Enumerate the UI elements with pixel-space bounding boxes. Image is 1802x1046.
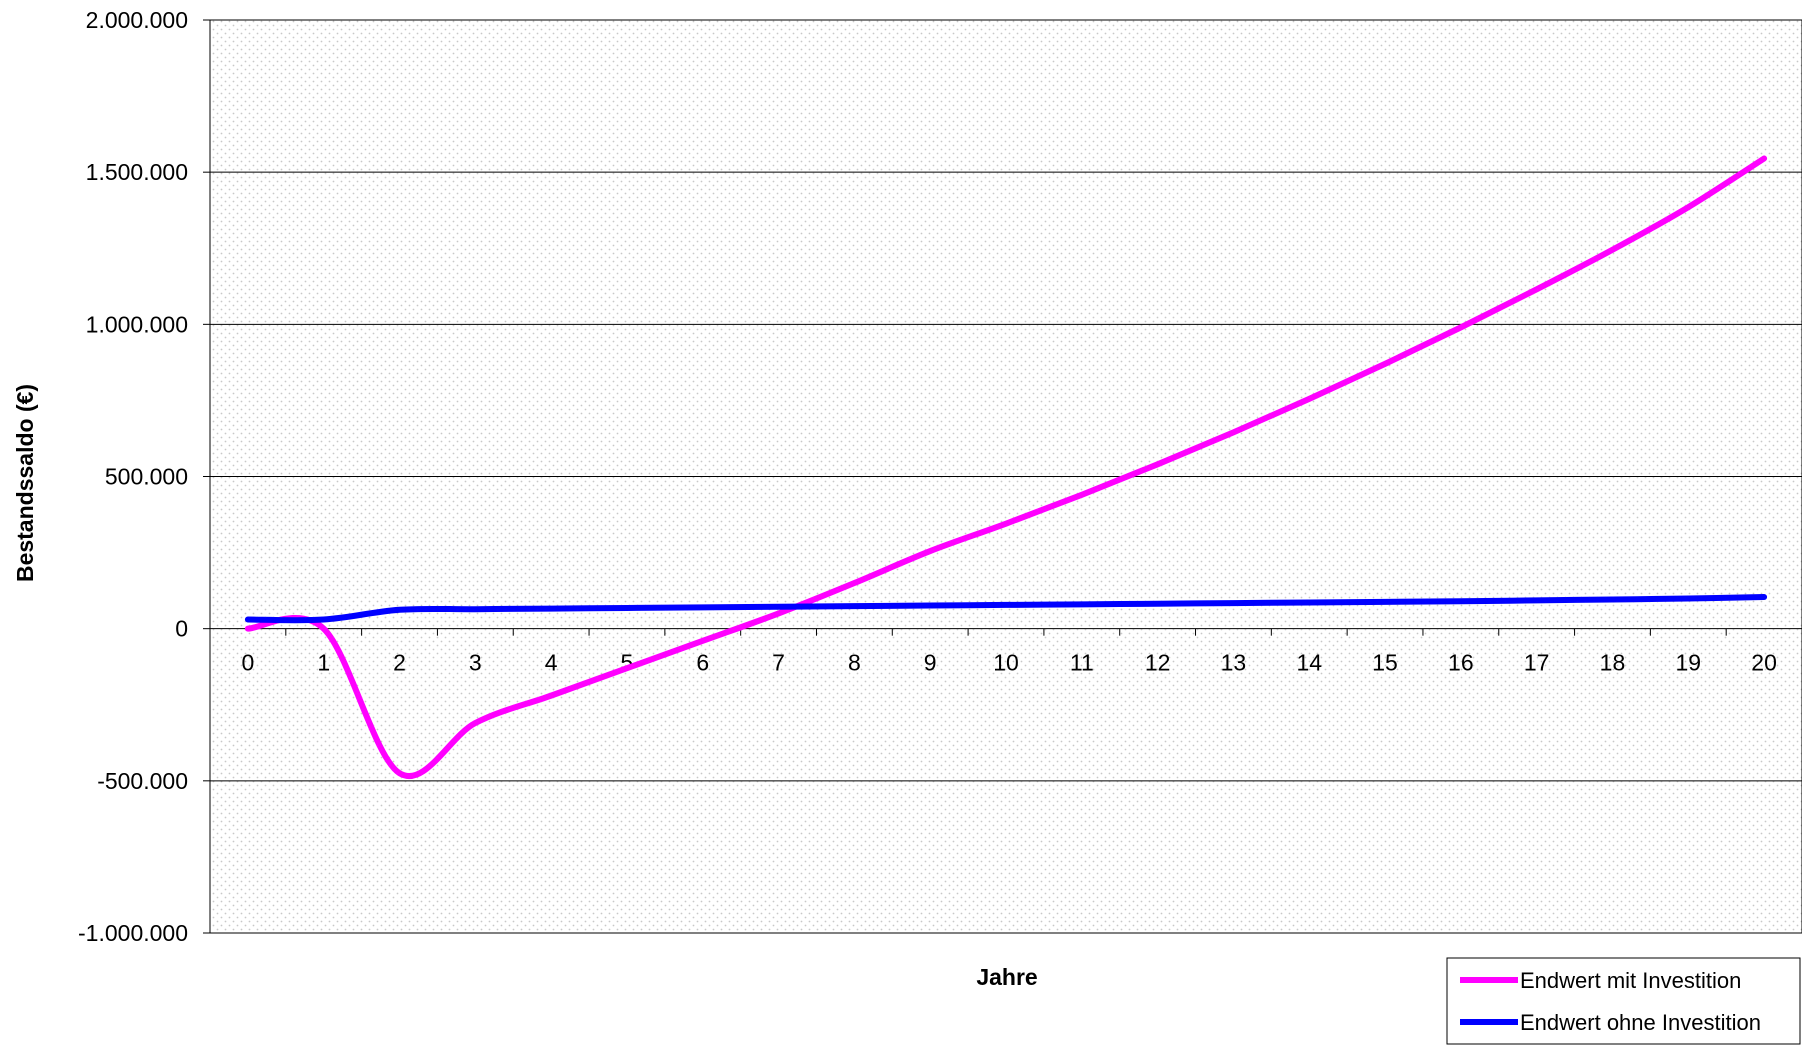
x-tick-label: 2	[393, 650, 406, 676]
y-tick-label: -1.000.000	[78, 920, 188, 946]
x-tick-label: 1	[317, 650, 330, 676]
x-tick-label: 14	[1296, 650, 1322, 676]
y-tick-label: 500.000	[105, 464, 188, 490]
x-tick-label: 12	[1145, 650, 1171, 676]
x-tick-label: 9	[924, 650, 937, 676]
legend-label-mit: Endwert mit Investition	[1520, 968, 1741, 993]
y-tick-label: 1.000.000	[86, 311, 188, 337]
series-line-0	[244, 155, 1768, 779]
x-tick-label: 15	[1372, 650, 1398, 676]
x-tick-label: 18	[1600, 650, 1626, 676]
x-tick-label: 7	[772, 650, 785, 676]
gridlines	[210, 171, 1802, 782]
x-tick-label: 0	[242, 650, 255, 676]
x-tick-label: 3	[469, 650, 482, 676]
y-axis: -1.000.000 -500.000 0 500.000 1.000.000 1.500…	[78, 7, 210, 946]
y-tick-label: -500.000	[97, 768, 188, 794]
y-tick-label: 0	[175, 616, 188, 642]
series-line-1	[244, 594, 1768, 624]
x-tick-label: 19	[1675, 650, 1701, 676]
x-tick-label: 6	[696, 650, 709, 676]
y-tick-label: 2.000.000	[86, 7, 188, 33]
x-tick-label: 17	[1524, 650, 1550, 676]
x-tick-label: 20	[1751, 650, 1777, 676]
y-tick-label: 1.500.000	[86, 159, 188, 185]
legend-label-ohne: Endwert ohne Investition	[1520, 1010, 1761, 1035]
x-tick-label: 10	[993, 650, 1019, 676]
legend-box	[1446, 957, 1801, 1045]
legend: Endwert mit Investition Endwert ohne Inv…	[1446, 957, 1801, 1045]
x-tick-label: 11	[1070, 650, 1094, 676]
y-axis-title: Bestandssaldo (€)	[12, 384, 38, 582]
series-lines	[244, 155, 1768, 779]
x-axis-title: Jahre	[976, 964, 1037, 990]
x-tick-label: 4	[545, 650, 558, 676]
x-tick-label: 8	[848, 650, 861, 676]
x-tick-label: 16	[1448, 650, 1474, 676]
x-tick-label: 13	[1221, 650, 1247, 676]
